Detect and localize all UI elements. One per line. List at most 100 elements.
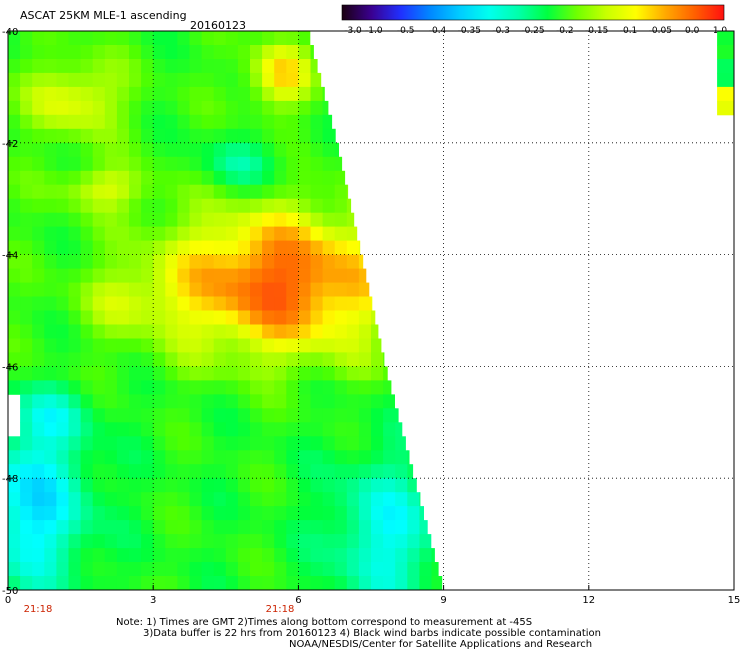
heatmap-cell <box>116 394 130 409</box>
heatmap-cell <box>334 282 348 297</box>
heatmap-cell <box>225 380 239 395</box>
heatmap-cell <box>395 492 408 507</box>
heatmap-cell <box>201 268 215 283</box>
heatmap-cell <box>32 128 45 144</box>
heatmap-cell <box>44 576 57 591</box>
heatmap-cell <box>20 86 33 102</box>
heatmap-cell <box>165 240 178 255</box>
heatmap-cell <box>286 506 299 521</box>
heatmap-cell <box>165 436 178 451</box>
heatmap-cell <box>286 31 299 46</box>
heatmap-cell <box>383 548 396 563</box>
heatmap-cell <box>44 45 57 60</box>
heatmap-cell <box>20 506 33 521</box>
heatmap-cell <box>68 422 81 437</box>
heatmap-cell <box>213 100 227 116</box>
heatmap-cell <box>237 100 251 116</box>
heatmap-cell <box>32 352 45 367</box>
heatmap-cell <box>225 576 239 591</box>
heatmap-cell <box>298 268 311 283</box>
heatmap-cell <box>346 352 360 367</box>
heatmap-cell <box>201 422 215 437</box>
heatmap-cell <box>129 212 142 228</box>
heatmap-cell <box>68 128 81 144</box>
heatmap-cell <box>20 268 33 283</box>
heatmap-cell <box>286 310 299 325</box>
heatmap-cell <box>129 86 142 102</box>
heatmap-cell <box>177 226 190 241</box>
heatmap-cell <box>153 366 166 381</box>
heatmap-cell <box>262 338 275 353</box>
heatmap-cell <box>177 282 190 297</box>
heatmap-cell <box>322 142 336 158</box>
heatmap-cell <box>358 422 372 437</box>
heatmap-cell <box>153 422 166 437</box>
heatmap-cell <box>165 226 178 241</box>
heatmap-cell <box>20 534 33 549</box>
heatmap-cell <box>32 156 45 172</box>
heatmap-cell <box>153 352 166 367</box>
heatmap-cell <box>177 464 190 479</box>
heatmap-cell <box>286 352 299 367</box>
heatmap-cell <box>201 576 215 591</box>
heatmap-cell <box>237 72 251 88</box>
y-tick-label: -40 <box>2 27 18 38</box>
heatmap-cell <box>213 436 227 451</box>
heatmap-cell <box>116 226 130 241</box>
heatmap-cell <box>80 352 94 367</box>
heatmap-cell <box>92 45 106 60</box>
heatmap-cell <box>129 31 142 46</box>
heatmap-cell <box>298 59 311 74</box>
heatmap-cell <box>286 534 299 549</box>
heatmap-cell <box>274 254 287 269</box>
heatmap-cell <box>116 45 130 60</box>
heatmap-cell <box>56 184 69 200</box>
heatmap-cell <box>274 562 287 577</box>
x-tick-label: 9 <box>440 595 446 606</box>
heatmap-cell <box>80 464 94 479</box>
heatmap-cell <box>116 324 130 339</box>
heatmap-cell <box>322 562 336 577</box>
heatmap-cell <box>8 114 21 130</box>
heatmap-cell <box>431 576 443 591</box>
heatmap-cell <box>80 492 94 507</box>
heatmap-cell <box>310 45 314 60</box>
heatmap-cell <box>250 408 263 423</box>
heatmap-cell <box>201 59 215 74</box>
heatmap-cell <box>201 226 215 241</box>
heatmap-cell <box>298 520 311 535</box>
heatmap-cell <box>225 198 239 214</box>
heatmap-cell <box>104 254 118 269</box>
heatmap-cell <box>20 352 33 367</box>
heatmap-cell <box>322 212 336 228</box>
heatmap-cell <box>20 296 33 311</box>
heatmap-cell <box>165 534 178 549</box>
heatmap-cell <box>213 576 227 591</box>
heatmap-cell <box>129 156 142 172</box>
heatmap-cell <box>141 394 154 409</box>
heatmap-cell <box>201 520 215 535</box>
heatmap-cell <box>44 394 57 409</box>
heatmap-cell <box>56 520 69 535</box>
heatmap-cell <box>44 436 57 451</box>
heatmap-cell <box>250 548 263 563</box>
heatmap-cell <box>213 366 227 381</box>
heatmap-cell <box>8 170 21 186</box>
heatmap-cell <box>213 282 227 297</box>
x-tick-label: 15 <box>728 595 740 606</box>
y-tick-label: -48 <box>2 474 18 485</box>
heatmap-cell <box>44 366 57 381</box>
heatmap-cell <box>334 464 348 479</box>
heatmap-cell <box>310 478 323 493</box>
heatmap-cell <box>189 72 202 88</box>
heatmap-cell <box>346 464 360 479</box>
heatmap-cell <box>141 408 154 423</box>
heatmap-cell <box>298 478 311 493</box>
heatmap-cell <box>322 380 336 395</box>
heatmap-cell <box>165 576 178 591</box>
heatmap-cell <box>177 114 190 130</box>
heatmap-cell <box>56 324 69 339</box>
heatmap-cell <box>104 240 118 255</box>
heatmap-cell <box>44 506 57 521</box>
heatmap-cell <box>32 72 45 88</box>
